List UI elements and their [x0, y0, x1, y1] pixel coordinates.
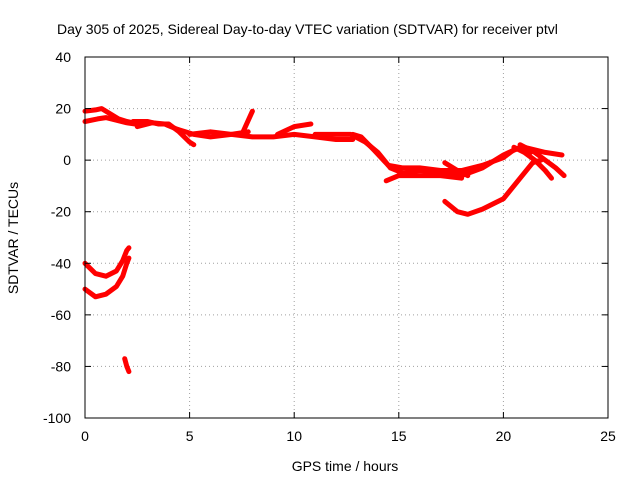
series-arc-b [82, 115, 138, 127]
y-tick-label: -20 [51, 204, 71, 220]
chart-title: Day 305 of 2025, Sidereal Day-to-day VTE… [57, 21, 558, 37]
x-tick-label: 5 [186, 428, 194, 444]
y-axis-label: SDTVAR / TECUs [5, 182, 21, 294]
series-arc-j [383, 173, 465, 184]
series-arc-g [275, 121, 314, 137]
plot-frame [84, 56, 609, 419]
series-arc-q [122, 356, 132, 375]
series-arc-o [82, 245, 132, 279]
x-tick-label: 15 [391, 428, 407, 444]
x-axis-label: GPS time / hours [292, 458, 399, 474]
y-tick-label: -100 [43, 410, 71, 426]
y-tick-label: 0 [63, 152, 71, 168]
y-tick-label: 20 [55, 101, 71, 117]
gridlines [85, 57, 608, 418]
series-arc-k [442, 160, 471, 179]
y-tick-label: -40 [51, 255, 71, 271]
data-series [82, 106, 567, 375]
x-tick-label: 0 [81, 428, 89, 444]
series-arc-m [517, 142, 567, 179]
x-tick-label: 20 [496, 428, 512, 444]
series-arc-f [239, 108, 255, 137]
series-arc-n [442, 157, 544, 217]
x-tick-label: 10 [286, 428, 302, 444]
y-tick-label: -80 [51, 358, 71, 374]
y-tick-label: -60 [51, 307, 71, 323]
series-arc-p [82, 255, 132, 300]
axis-ticks: 0 5 10 15 20 25 -100 -80 -60 -40 -20 0 20 40 [43, 49, 616, 444]
series-arc-e [187, 129, 356, 142]
y-tick-label: 40 [55, 49, 71, 65]
x-tick-label: 25 [600, 428, 616, 444]
